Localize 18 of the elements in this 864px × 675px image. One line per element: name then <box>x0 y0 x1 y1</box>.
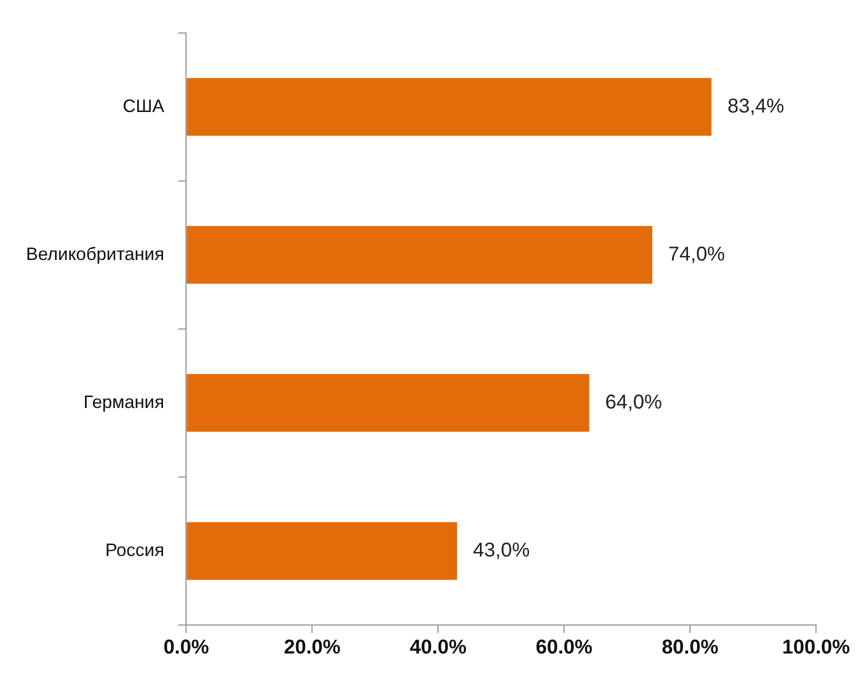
x-tick-label: 60.0% <box>536 636 593 659</box>
x-tick-label: 100.0% <box>782 636 850 659</box>
data-label: 64,0% <box>605 391 662 414</box>
data-label: 83,4% <box>727 95 784 118</box>
bar <box>186 78 712 136</box>
x-tick-label: 0.0% <box>163 636 210 659</box>
x-tick-label: 80.0% <box>662 636 719 659</box>
x-tick-label: 20.0% <box>284 636 341 659</box>
bar <box>186 522 458 580</box>
bar <box>186 374 590 432</box>
y-tick-label: Великобритания <box>26 244 164 264</box>
bar <box>186 226 652 284</box>
data-label: 43,0% <box>473 539 530 562</box>
data-label: 74,0% <box>668 243 726 266</box>
y-tick-label: Россия <box>105 540 164 560</box>
y-tick-label: США <box>122 96 164 116</box>
y-tick-label: Германия <box>84 392 164 412</box>
x-tick-label: 40.0% <box>410 636 467 659</box>
